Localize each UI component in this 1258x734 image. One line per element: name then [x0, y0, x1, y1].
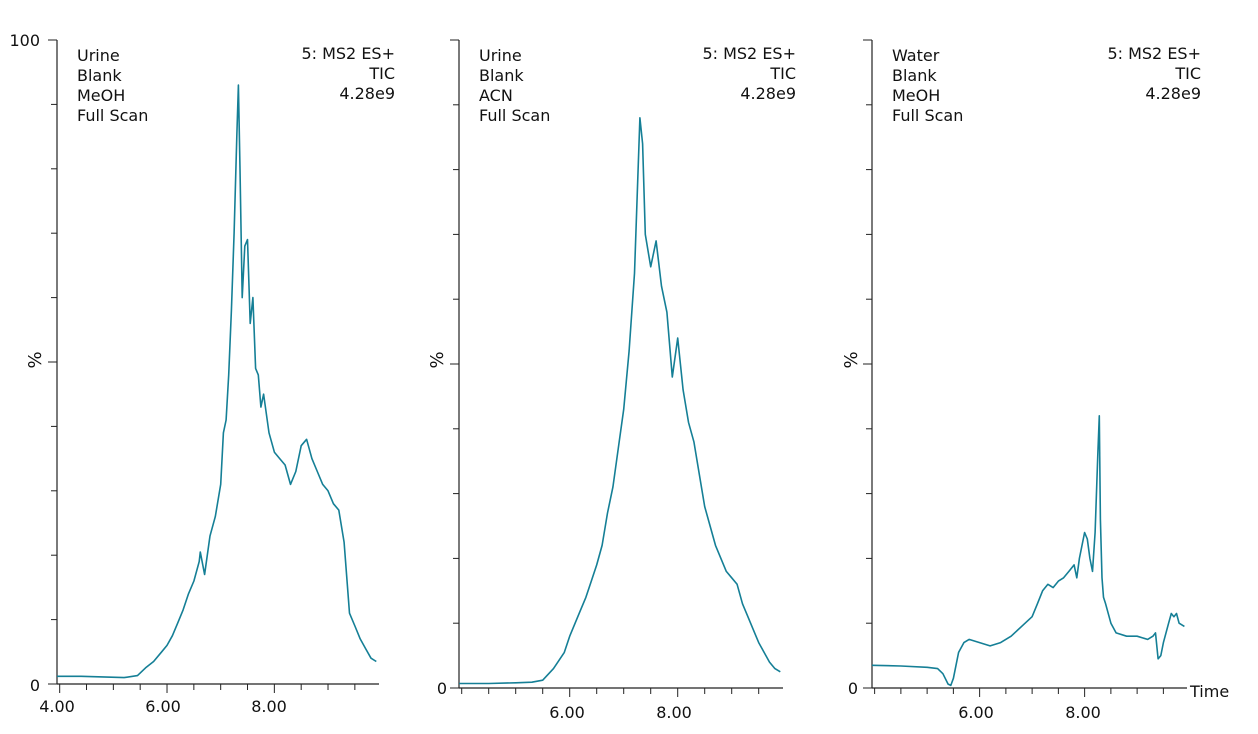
panel-3-annotation-line-2: Blank: [892, 66, 937, 85]
panel-1-y-tick-label-bottom: 0: [30, 676, 40, 695]
panel-1-tic-trace: [57, 84, 377, 679]
panel-2-x-tick-label-8: 8.00: [656, 703, 692, 722]
panel-2-annotation-line-4: Full Scan: [479, 106, 550, 125]
panel-3-header-line-1: 5: MS2 ES+: [1107, 44, 1201, 63]
panel-3-x-tick-label-8: 8.00: [1065, 703, 1101, 722]
panel-3-x-tick-label-6: 6.00: [958, 703, 994, 722]
panel-2-annotation-line-1: Urine: [479, 46, 522, 65]
panel-1-x-tick-label-6: 6.00: [145, 697, 181, 716]
panel-1-header-line-2: TIC: [368, 64, 395, 83]
panel-3-y-tick-label-bottom: 0: [848, 679, 858, 698]
panel-1-y-tick-label-top: 100: [9, 31, 40, 50]
chromatogram-panel-3: Water Blank MeOH Full Scan 5: MS2 ES+ TI…: [841, 39, 1229, 722]
panel-2-header-line-2: TIC: [769, 64, 796, 83]
panel-1-x-tick-label-8: 8.00: [251, 697, 287, 716]
chromatogram-panel-2: Urine Blank ACN Full Scan 5: MS2 ES+ TIC…: [427, 39, 796, 722]
chromatogram-panel-1: Urine Blank MeOH Full Scan 5: MS2 ES+ TI…: [9, 31, 395, 716]
panel-3-x-axis-label: Time: [1189, 682, 1229, 701]
panel-2-y-axis-label: %: [427, 351, 448, 368]
panel-3-header-line-2: TIC: [1174, 64, 1201, 83]
panel-2-header-line-3: 4.28e9: [740, 84, 796, 103]
panel-1-annotation-line-2: Blank: [77, 66, 122, 85]
panel-1-annotation-line-1: Urine: [77, 46, 120, 65]
panel-2-annotation-line-2: Blank: [479, 66, 524, 85]
panel-2-annotation-line-3: ACN: [479, 86, 513, 105]
panel-3-header-line-3: 4.28e9: [1145, 84, 1201, 103]
panel-1-header-line-3: 4.28e9: [339, 84, 395, 103]
panel-1-y-axis-label: %: [25, 351, 46, 368]
panel-3-y-axis-label: %: [841, 351, 862, 368]
panel-2-tic-trace: [459, 117, 781, 685]
panel-3-tic-trace: [871, 414, 1185, 687]
panel-3-annotation-line-3: MeOH: [892, 86, 940, 105]
panel-2-x-tick-label-6: 6.00: [549, 703, 585, 722]
panel-3-annotation-line-4: Full Scan: [892, 106, 963, 125]
panel-2-y-tick-label-bottom: 0: [437, 679, 447, 698]
panel-2-header-line-1: 5: MS2 ES+: [702, 44, 796, 63]
panel-1-annotation-line-4: Full Scan: [77, 106, 148, 125]
panel-1-header-line-1: 5: MS2 ES+: [301, 44, 395, 63]
panel-1-annotation-line-3: MeOH: [77, 86, 125, 105]
panel-3-annotation-line-1: Water: [892, 46, 940, 65]
panel-1-x-tick-label-4: 4.00: [39, 697, 75, 716]
